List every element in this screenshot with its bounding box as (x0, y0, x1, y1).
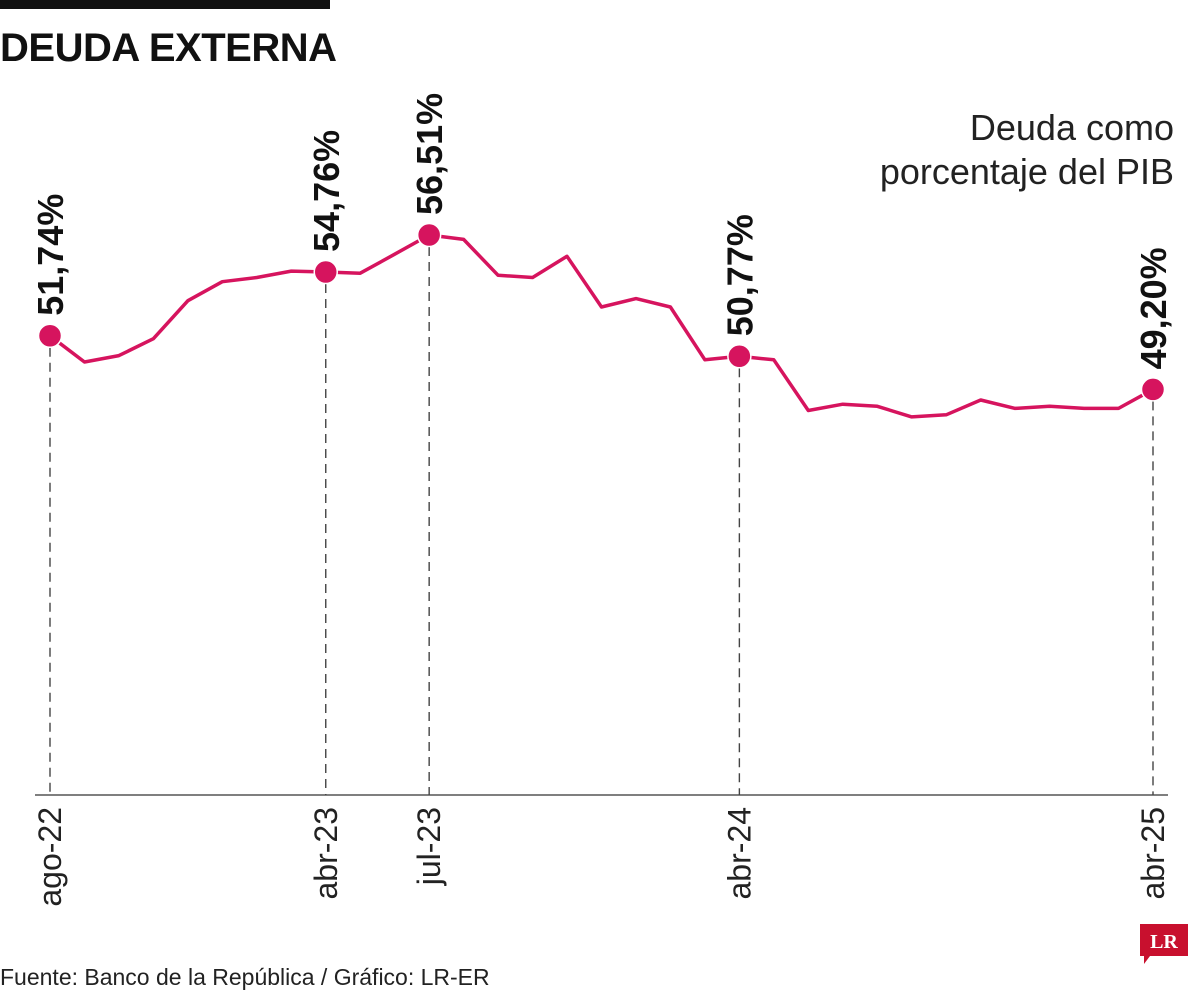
marker-abr-25 (1140, 377, 1166, 402)
chart-subtitle: Deuda como porcentaje del PIB (880, 106, 1174, 194)
top-rule (0, 0, 330, 9)
marker-abr-24 (727, 344, 752, 369)
guide-lines (49, 247, 1154, 795)
marker-ago-22 (37, 323, 63, 349)
marker-abr-23 (313, 259, 338, 285)
lr-logo-icon: LR (1140, 924, 1188, 964)
series-line (48, 233, 1154, 419)
x-tick-labels: ago-22 abr-23 jul-23 abr-24 abr-25 (32, 807, 1171, 907)
source-note: Fuente: Banco de la República / Gráfico:… (0, 964, 490, 990)
value-labels: 51,74% 54,76% 56,51% 50,77% 49,20% (30, 93, 1174, 370)
chart-title: DEUDA EXTERNA (0, 26, 337, 70)
subtitle-line-1: Deuda como (969, 107, 1174, 148)
value-label-abr-23: 54,76% (306, 130, 347, 252)
value-label-abr-25: 49,20% (1133, 247, 1174, 369)
value-label-ago-22: 51,74% (30, 194, 71, 316)
subtitle-line-2: porcentaje del PIB (879, 151, 1174, 192)
marker-jul-23 (416, 222, 442, 248)
x-tick-abr-23: abr-23 (308, 807, 344, 900)
highlight-markers (37, 222, 1166, 402)
x-tick-abr-25: abr-25 (1135, 807, 1171, 900)
value-label-abr-24: 50,77% (719, 214, 760, 336)
logo-text: LR (1150, 931, 1178, 953)
x-tick-abr-24: abr-24 (721, 807, 757, 900)
value-label-jul-23: 56,51% (409, 93, 450, 215)
x-tick-ago-22: ago-22 (32, 807, 68, 907)
x-tick-jul-23: jul-23 (411, 807, 447, 886)
